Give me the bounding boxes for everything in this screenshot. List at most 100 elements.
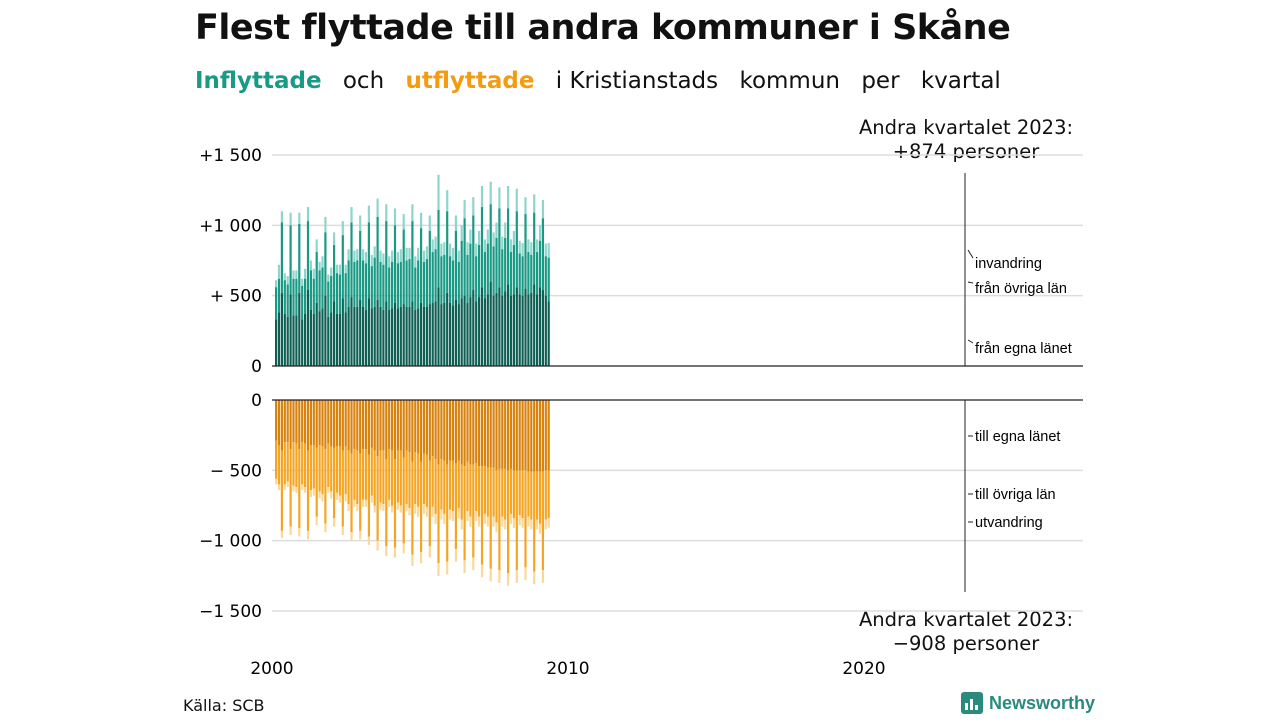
bar-outflow-other-county: [362, 449, 365, 500]
bar-outflow-other-county: [295, 443, 298, 488]
bar-outflow-own-county: [341, 400, 344, 451]
bar-inflow-abroad: [359, 215, 362, 231]
bar-outflow-own-county: [295, 400, 298, 444]
bar-inflow-abroad: [370, 254, 373, 267]
bar-inflow-other-county: [469, 243, 472, 298]
bar-outflow-own-county: [286, 400, 289, 443]
bar-outflow-other-county: [492, 467, 495, 517]
bar-outflow-abroad: [350, 532, 353, 541]
bar-inflow-abroad: [538, 225, 542, 241]
bar-outflow-abroad: [327, 487, 330, 493]
bar-outflow-own-county: [536, 400, 539, 472]
bar-inflow-abroad: [515, 188, 518, 212]
bar-inflow-other-county: [382, 264, 385, 310]
bar-inflow-abroad: [449, 243, 452, 257]
bar-inflow-abroad: [327, 274, 330, 282]
bar-inflow-abroad: [280, 211, 283, 223]
bar-inflow-abroad: [501, 236, 504, 250]
bar-inflow-own-county: [306, 290, 310, 366]
bar-outflow-own-county: [359, 400, 362, 454]
bar-inflow-other-county: [295, 278, 298, 316]
bar-outflow-own-county: [373, 400, 376, 451]
bar-outflow-own-county: [382, 400, 385, 451]
bar-outflow-other-county: [472, 464, 475, 558]
bar-inflow-own-county: [460, 298, 463, 366]
bar-inflow-other-county: [312, 278, 315, 314]
bar-outflow-other-county: [428, 460, 431, 547]
bar-inflow-other-county: [408, 259, 411, 307]
bar-inflow-abroad: [335, 264, 339, 274]
bar-outflow-abroad: [370, 495, 373, 503]
bar-inflow-abroad: [454, 215, 457, 231]
bar-inflow-other-county: [315, 252, 318, 303]
bar-outflow-own-county: [449, 400, 452, 461]
bar-inflow-own-county: [318, 311, 321, 366]
bar-inflow-other-county: [524, 214, 527, 289]
bar-outflow-other-county: [501, 468, 504, 517]
bar-inflow-own-county: [527, 294, 530, 366]
bar-inflow-other-county: [373, 257, 376, 307]
bar-inflow-abroad: [480, 185, 484, 208]
bar-inflow-other-county: [324, 232, 327, 296]
bar-inflow-other-county: [304, 278, 307, 314]
bar-outflow-other-county: [512, 470, 515, 519]
bar-outflow-own-county: [289, 400, 292, 450]
bar-inflow-own-county: [518, 294, 521, 366]
bar-inflow-other-county: [463, 218, 466, 296]
bar-outflow-own-county: [512, 400, 515, 471]
bar-inflow-other-county: [547, 257, 550, 302]
bar-outflow-abroad: [388, 499, 391, 507]
bar-inflow-own-county: [277, 312, 281, 366]
bar-inflow-own-county: [498, 287, 501, 366]
bar-inflow-other-county: [437, 209, 440, 288]
bar-outflow-abroad: [463, 560, 466, 574]
bar-inflow-abroad: [324, 216, 327, 233]
bar-outflow-other-county: [315, 447, 318, 517]
bar-inflow-abroad: [428, 215, 431, 231]
bar-inflow-own-county: [373, 306, 376, 366]
bar-inflow-own-county: [408, 306, 411, 366]
bar-outflow-abroad: [507, 573, 510, 586]
bar-outflow-own-county: [393, 400, 397, 460]
bar-inflow-other-county: [451, 260, 455, 306]
bar-outflow-other-county: [483, 466, 486, 514]
bar-inflow-other-county: [530, 254, 533, 293]
bar-inflow-own-county: [362, 306, 365, 366]
chart-title: Flest flyttade till andra kommuner i Skå…: [195, 8, 1011, 48]
bar-inflow-other-county: [275, 287, 278, 320]
bar-inflow-own-county: [280, 292, 283, 366]
bar-inflow-other-county: [388, 267, 391, 310]
bar-outflow-own-county: [304, 400, 307, 444]
bar-inflow-own-county: [405, 306, 408, 366]
bar-outflow-abroad: [434, 513, 437, 524]
bar-outflow-other-county: [463, 466, 466, 561]
bar-outflow-abroad: [428, 546, 431, 558]
bar-outflow-own-county: [454, 400, 457, 464]
bar-inflow-abroad: [483, 239, 486, 253]
bar-outflow-abroad: [347, 504, 350, 512]
bar-inflow-own-county: [359, 299, 362, 366]
bar-inflow-other-county: [425, 259, 428, 307]
bar-outflow-other-county: [475, 463, 478, 512]
bar-outflow-other-county: [301, 442, 304, 485]
bar-inflow-abroad: [283, 273, 286, 281]
bar-outflow-other-county: [391, 450, 394, 506]
bar-inflow-own-county: [286, 316, 289, 366]
bar-inflow-other-county: [446, 211, 449, 293]
bar-inflow-other-county: [489, 204, 492, 282]
bar-outflow-abroad: [385, 546, 388, 557]
bar-inflow-own-county: [536, 294, 539, 366]
bar-inflow-own-county: [356, 306, 359, 366]
bar-inflow-own-county: [434, 301, 437, 366]
bar-outflow-other-county: [393, 459, 397, 548]
bar-outflow-own-county: [547, 400, 550, 471]
bar-outflow-abroad: [301, 484, 304, 491]
bar-outflow-other-county: [376, 456, 379, 541]
bar-inflow-abroad: [367, 205, 370, 223]
bar-outflow-other-county: [498, 468, 501, 571]
bar-inflow-other-county: [362, 260, 365, 307]
bar-outflow-other-county: [330, 446, 333, 492]
bar-inflow-abroad: [298, 212, 301, 224]
bar-inflow-own-county: [370, 308, 373, 366]
